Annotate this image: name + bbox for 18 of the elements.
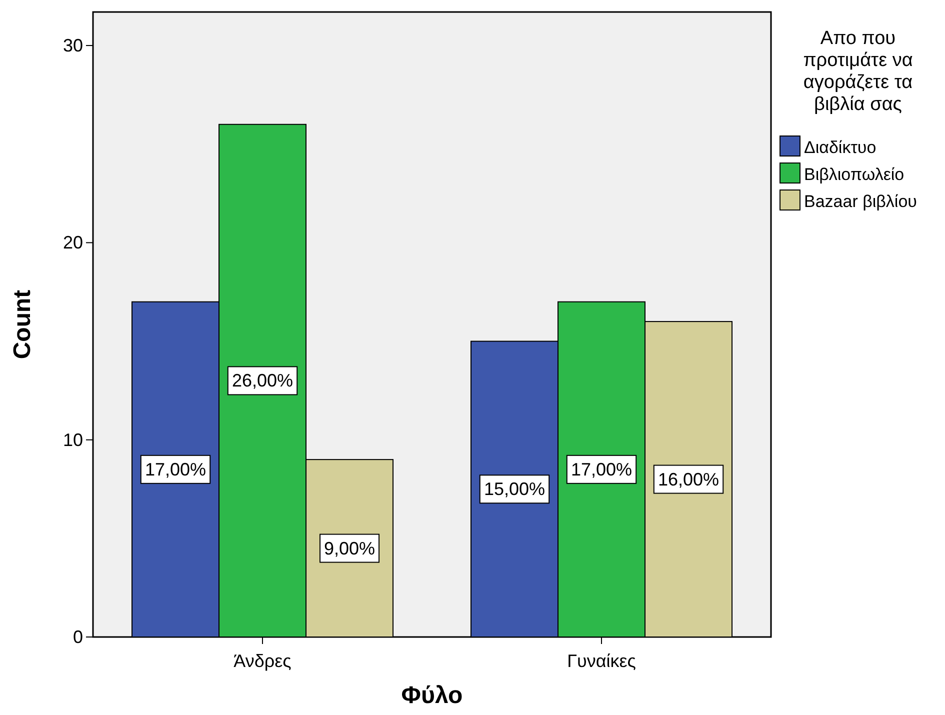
x-axis-title: Φύλο xyxy=(401,682,463,709)
data-label: 17,00% xyxy=(570,459,632,480)
y-axis-title: Count xyxy=(9,290,36,360)
data-label: 16,00% xyxy=(658,469,720,490)
data-label: 26,00% xyxy=(232,370,294,391)
legend-title: Απο που προτιμάτε να αγοράζετε τα βιβλία σας xyxy=(803,28,913,115)
data-label: 9,00% xyxy=(324,538,376,558)
y-tick-label: 20 xyxy=(62,232,83,253)
legend-label: Διαδίκτυο xyxy=(804,138,876,157)
y-tick-label: 0 xyxy=(72,627,83,647)
y-tick-label: 30 xyxy=(62,36,83,56)
legend-label: Bazaar βιβλίου xyxy=(804,192,917,211)
x-tick-label: Γυναίκες xyxy=(567,651,636,671)
x-tick-label: Άνδρες xyxy=(234,651,292,671)
data-label: 15,00% xyxy=(484,479,546,500)
data-label: 17,00% xyxy=(144,459,206,480)
y-tick-label: 10 xyxy=(62,430,83,450)
legend-label: Βιβλιοπωλείο xyxy=(804,165,904,184)
